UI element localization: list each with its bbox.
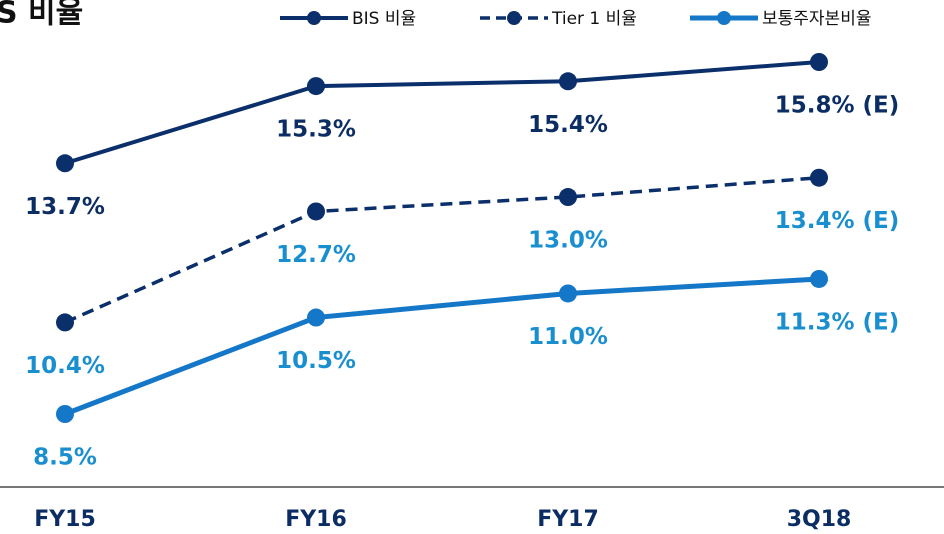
x-tick-label: FY16 (285, 507, 347, 532)
point (559, 72, 577, 91)
point (56, 313, 74, 332)
data-label: 13.4% (E) (775, 208, 900, 234)
point (307, 308, 325, 327)
point (810, 53, 828, 71)
point (810, 269, 828, 288)
series-line (64, 60, 820, 166)
point (810, 168, 828, 187)
data-label: 15.4% (528, 112, 608, 138)
data-label: 15.3% (276, 117, 356, 143)
point (56, 405, 74, 423)
x-tick-label: 3Q18 (787, 507, 852, 532)
legend-label: Tier 1 비율 (551, 9, 637, 29)
chart-title: S 비율 (0, 0, 83, 31)
point (559, 188, 577, 207)
point (307, 77, 325, 96)
data-label: 11.3% (E) (775, 309, 900, 335)
data-label: 11.0% (528, 324, 608, 350)
legend-label: 보통주자본비율 (762, 9, 871, 29)
series-line (64, 175, 820, 324)
point (56, 154, 74, 173)
series-line (64, 276, 820, 417)
data-label: 13.7% (25, 194, 105, 220)
data-label: 8.5% (33, 445, 97, 471)
legend-label: BIS 비율 (352, 9, 416, 29)
data-label: 13.0% (528, 228, 608, 254)
x-tick-label: FY17 (537, 507, 599, 532)
data-label: 12.7% (276, 242, 356, 268)
data-label: 10.4% (25, 353, 105, 379)
legend-marker (307, 11, 321, 25)
data-label: 10.5% (276, 348, 356, 374)
legend-marker (507, 11, 521, 25)
data-label: 15.8% (E) (775, 93, 900, 119)
x-tick-label: FY15 (34, 507, 96, 532)
point (307, 202, 325, 221)
legend-marker (717, 11, 731, 25)
point (559, 284, 577, 303)
